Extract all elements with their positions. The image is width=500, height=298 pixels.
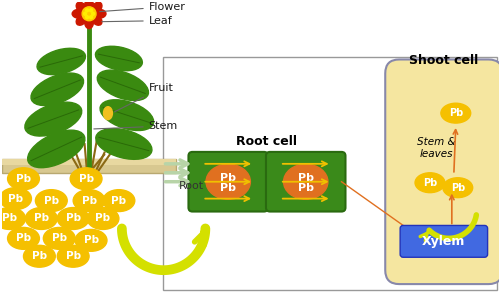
Text: Flower: Flower [100, 2, 186, 12]
Ellipse shape [103, 190, 135, 212]
Circle shape [90, 16, 92, 19]
Circle shape [86, 16, 88, 19]
FancyBboxPatch shape [400, 226, 488, 257]
Ellipse shape [24, 245, 56, 267]
FancyBboxPatch shape [385, 60, 500, 284]
Ellipse shape [73, 190, 105, 212]
Text: Pb: Pb [2, 213, 17, 224]
FancyBboxPatch shape [2, 159, 176, 165]
Ellipse shape [87, 208, 119, 229]
Text: Pb: Pb [448, 108, 463, 118]
Circle shape [90, 9, 92, 12]
Text: Pb: Pb [84, 235, 98, 245]
Ellipse shape [90, 2, 102, 14]
Circle shape [84, 12, 86, 15]
Text: Pb: Pb [220, 183, 236, 193]
Text: Pb: Pb [66, 251, 80, 261]
Ellipse shape [26, 208, 58, 229]
Text: Pb: Pb [423, 178, 437, 188]
Circle shape [92, 12, 94, 15]
Text: Pb: Pb [8, 194, 23, 204]
Text: Root cell: Root cell [236, 135, 298, 148]
Text: Pb: Pb [96, 213, 110, 224]
Ellipse shape [0, 188, 32, 209]
Ellipse shape [70, 168, 102, 190]
Ellipse shape [31, 73, 84, 105]
Ellipse shape [96, 128, 152, 159]
Ellipse shape [84, 0, 94, 13]
Circle shape [82, 7, 96, 21]
Ellipse shape [75, 229, 107, 251]
Text: Pb: Pb [16, 233, 31, 243]
Text: Pb: Pb [16, 174, 31, 184]
Ellipse shape [76, 2, 88, 14]
Text: Pb: Pb [52, 233, 67, 243]
Text: Pb: Pb [66, 213, 80, 224]
Ellipse shape [28, 130, 85, 168]
FancyBboxPatch shape [2, 159, 176, 173]
FancyBboxPatch shape [162, 57, 496, 290]
Circle shape [86, 9, 88, 12]
Ellipse shape [92, 9, 106, 18]
Ellipse shape [90, 13, 102, 25]
Text: Xylem: Xylem [422, 235, 466, 248]
Text: Pb: Pb [220, 173, 236, 183]
Ellipse shape [98, 70, 148, 100]
Text: Pb: Pb [78, 174, 94, 184]
Ellipse shape [443, 178, 472, 198]
FancyBboxPatch shape [266, 152, 345, 212]
Ellipse shape [84, 15, 94, 29]
Text: Pb: Pb [298, 183, 314, 193]
Ellipse shape [441, 103, 470, 123]
Ellipse shape [37, 48, 86, 75]
Ellipse shape [8, 168, 40, 190]
Ellipse shape [104, 107, 112, 119]
Text: Pb: Pb [34, 213, 49, 224]
Text: Pb: Pb [450, 183, 465, 193]
Ellipse shape [415, 173, 445, 193]
Text: Stem: Stem [94, 121, 178, 131]
Ellipse shape [206, 164, 250, 199]
Ellipse shape [25, 102, 82, 136]
Ellipse shape [72, 9, 86, 18]
Text: Fruit: Fruit [114, 83, 174, 112]
Text: Pb: Pb [82, 195, 96, 206]
Text: Pb: Pb [112, 195, 126, 206]
Text: Stem &
leaves: Stem & leaves [416, 137, 455, 159]
Text: Pb: Pb [32, 251, 47, 261]
Text: Pb: Pb [298, 173, 314, 183]
Ellipse shape [284, 164, 328, 199]
Ellipse shape [76, 13, 88, 25]
Ellipse shape [44, 227, 75, 249]
Ellipse shape [58, 208, 89, 229]
Text: Root: Root [178, 181, 204, 191]
Ellipse shape [96, 46, 142, 71]
Ellipse shape [36, 190, 67, 212]
Text: Shoot cell: Shoot cell [409, 55, 478, 67]
Ellipse shape [100, 100, 154, 131]
Ellipse shape [0, 208, 26, 229]
FancyBboxPatch shape [188, 152, 268, 212]
Text: Pb: Pb [44, 195, 59, 206]
Ellipse shape [58, 245, 89, 267]
Text: Leaf: Leaf [102, 16, 172, 26]
Ellipse shape [8, 227, 40, 249]
